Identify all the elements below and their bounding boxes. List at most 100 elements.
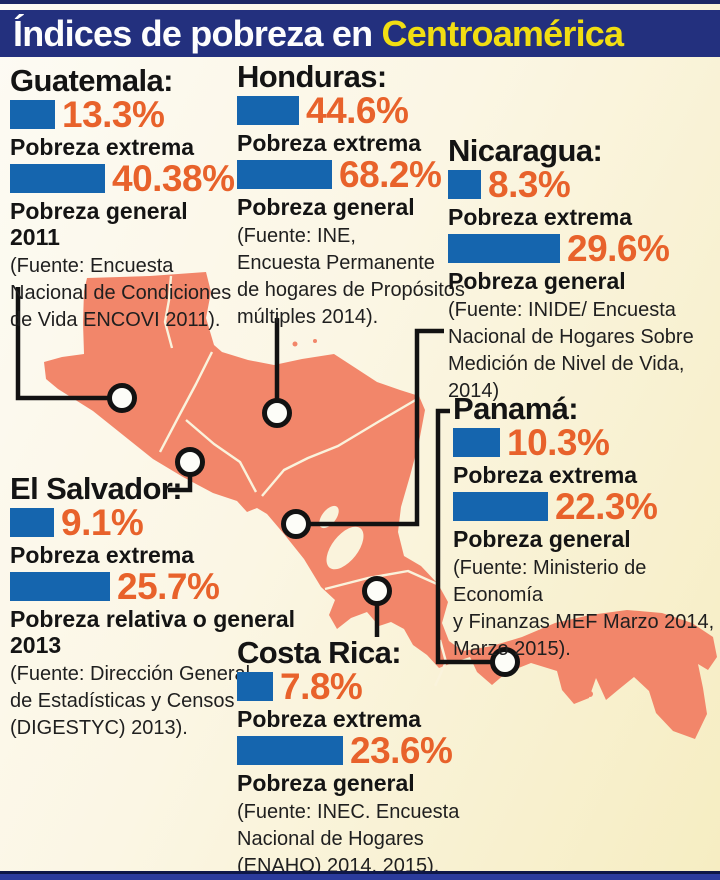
extreme-poverty-label: Pobreza extrema <box>453 462 638 488</box>
source-line: Marzo 2015). <box>453 638 571 660</box>
country-block-honduras: Honduras: 44.6% Pobreza extrema 68.2% Po… <box>237 59 472 331</box>
extreme-poverty-bar <box>10 100 55 129</box>
general-poverty-row: 25.7% <box>10 566 310 607</box>
landmass-shape <box>44 272 717 739</box>
source-line: múltiples 2014). <box>237 306 379 328</box>
extreme-poverty-row: 8.3% <box>448 164 718 205</box>
source-line: Encuesta Permanente <box>237 252 435 274</box>
general-poverty-value: 68.2% <box>339 154 442 195</box>
general-poverty-label: Pobreza general <box>237 194 415 220</box>
source-citation: (Fuente: Encuesta Nacional de Condicione… <box>10 253 235 334</box>
general-poverty-row: 23.6% <box>237 730 472 771</box>
extreme-poverty-label: Pobreza extrema <box>448 204 633 230</box>
source-citation: (Fuente: INIDE/ Encuesta Nacional de Hog… <box>448 297 718 405</box>
source-line: (DIGESTYC) 2013). <box>10 717 188 739</box>
extreme-poverty-bar <box>237 672 273 701</box>
country-name: Honduras: <box>237 59 387 94</box>
general-poverty-bar <box>448 234 560 263</box>
map-markers <box>107 383 520 677</box>
country-name: Panamá: <box>453 391 579 426</box>
country-block-nicaragua: Nicaragua: 8.3% Pobreza extrema 29.6% Po… <box>448 133 718 405</box>
source-citation: (Fuente: Ministerio de Economía y Finanz… <box>453 555 715 663</box>
country-block-guatemala: Guatemala: 13.3% Pobreza extrema 40.38% … <box>10 63 235 334</box>
source-line: y Finanzas MEF Marzo 2014, <box>453 611 715 633</box>
general-poverty-label: Pobreza general <box>453 526 631 552</box>
general-poverty-label: Pobreza general 2011 <box>10 198 188 250</box>
border-honduras-nicaragua <box>261 396 420 497</box>
lake-nicaragua <box>326 526 364 570</box>
general-poverty-value: 40.38% <box>112 158 235 199</box>
top-accent-line <box>0 0 720 4</box>
source-line: Nacional de Condiciones <box>10 282 232 304</box>
source-line: (Fuente: INIDE/ Encuesta <box>448 299 676 321</box>
extreme-poverty-row: 7.8% <box>237 666 472 707</box>
extreme-poverty-value: 13.3% <box>62 94 165 135</box>
page-title: Índices de pobreza en Centroamérica <box>13 12 625 55</box>
islands <box>292 339 626 697</box>
title-bar: Índices de pobreza en Centroamérica <box>0 10 720 57</box>
source-citation: (Fuente: Dirección General de Estadístic… <box>10 661 310 742</box>
general-poverty-value: 25.7% <box>117 566 220 607</box>
extreme-poverty-bar <box>10 508 54 537</box>
source-line: Nacional de Hogares Sobre <box>448 326 694 348</box>
extreme-poverty-label: Pobreza extrema <box>10 542 195 568</box>
country-block-elsalvador: El Salvador: 9.1% Pobreza extrema 25.7% … <box>10 471 310 742</box>
source-line: de Estadísticas y Censos <box>10 690 235 712</box>
general-poverty-bar <box>237 160 332 189</box>
map-marker-elsalvador <box>175 447 205 477</box>
general-poverty-bar <box>453 492 548 521</box>
general-poverty-row: 22.3% <box>453 486 715 527</box>
title-prefix: Índices de pobreza en <box>13 12 382 54</box>
country-block-panama: Panamá: 10.3% Pobreza extrema 22.3% Pobr… <box>453 391 715 663</box>
connector-nicaragua <box>307 328 444 527</box>
bottom-accent-strip <box>0 871 720 880</box>
general-poverty-label: Pobreza relativa o general 2013 <box>10 606 296 658</box>
general-poverty-value: 22.3% <box>555 486 658 527</box>
source-line: de hogares de Propósitos <box>237 279 465 301</box>
source-line: (Fuente: INE, <box>237 225 356 247</box>
general-poverty-value: 23.6% <box>350 730 453 771</box>
extreme-poverty-value: 8.3% <box>488 164 571 205</box>
connector-elsalvador <box>168 475 193 493</box>
source-line: Nacional de Hogares <box>237 828 424 850</box>
source-line: (Fuente: INEC. Encuesta <box>237 801 460 823</box>
general-poverty-row: 29.6% <box>448 228 718 269</box>
general-poverty-row: 40.38% <box>10 158 235 199</box>
country-name: Costa Rica: <box>237 635 402 670</box>
source-line: (Fuente: Encuesta <box>10 255 174 277</box>
source-line: Medición de Nivel de Vida, 2014) <box>448 353 685 402</box>
country-borders <box>158 275 448 687</box>
extreme-poverty-bar <box>453 428 500 457</box>
source-citation: (Fuente: INE, Encuesta Permanente de hog… <box>237 223 472 331</box>
source-citation: (Fuente: INEC. Encuesta Nacional de Hoga… <box>237 799 472 880</box>
general-poverty-bar <box>237 736 343 765</box>
extreme-poverty-value: 44.6% <box>306 90 409 131</box>
extreme-poverty-bar <box>237 96 299 125</box>
country-name: El Salvador: <box>10 471 183 506</box>
general-poverty-row: 68.2% <box>237 154 472 195</box>
map-marker-nicaragua <box>281 509 311 539</box>
border-elsalvador-honduras <box>185 419 258 493</box>
general-poverty-value: 29.6% <box>567 228 670 269</box>
country-name: Nicaragua: <box>448 133 603 168</box>
general-poverty-bar <box>10 572 110 601</box>
connector-panama <box>435 408 491 665</box>
country-block-costarica: Costa Rica: 7.8% Pobreza extrema 23.6% P… <box>237 635 472 880</box>
extreme-poverty-label: Pobreza extrema <box>10 134 195 160</box>
extreme-poverty-value: 10.3% <box>507 422 610 463</box>
source-line: (Fuente: Dirección General <box>10 663 251 685</box>
country-name: Guatemala: <box>10 63 173 98</box>
title-highlight: Centroamérica <box>381 12 625 54</box>
extreme-poverty-value: 9.1% <box>61 502 144 543</box>
border-guatemala-belize <box>163 275 174 349</box>
extreme-poverty-row: 13.3% <box>10 94 235 135</box>
source-line: (Fuente: Ministerio de Economía <box>453 557 647 606</box>
source-line: de Vida ENCOVI 2011). <box>10 309 221 331</box>
map-marker-honduras <box>262 398 292 428</box>
general-poverty-bar <box>10 164 105 193</box>
extreme-poverty-row: 10.3% <box>453 422 715 463</box>
extreme-poverty-value: 7.8% <box>280 666 363 707</box>
map-marker-panama <box>490 647 520 677</box>
connector-lines <box>15 287 491 665</box>
